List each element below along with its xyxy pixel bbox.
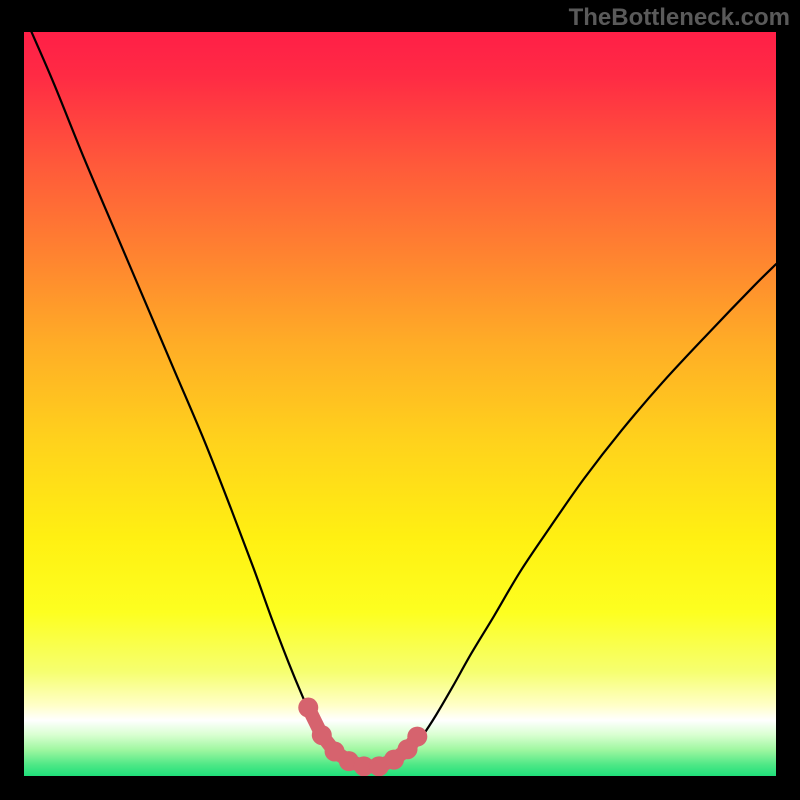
watermark-label: TheBottleneck.com — [569, 4, 790, 32]
valley-marker — [312, 725, 332, 745]
valley-marker — [407, 727, 427, 747]
plot-svg — [24, 32, 776, 776]
gradient-background — [24, 32, 776, 776]
valley-marker — [298, 698, 318, 718]
chart-frame: TheBottleneck.com — [0, 0, 800, 800]
plot-area — [24, 32, 776, 776]
